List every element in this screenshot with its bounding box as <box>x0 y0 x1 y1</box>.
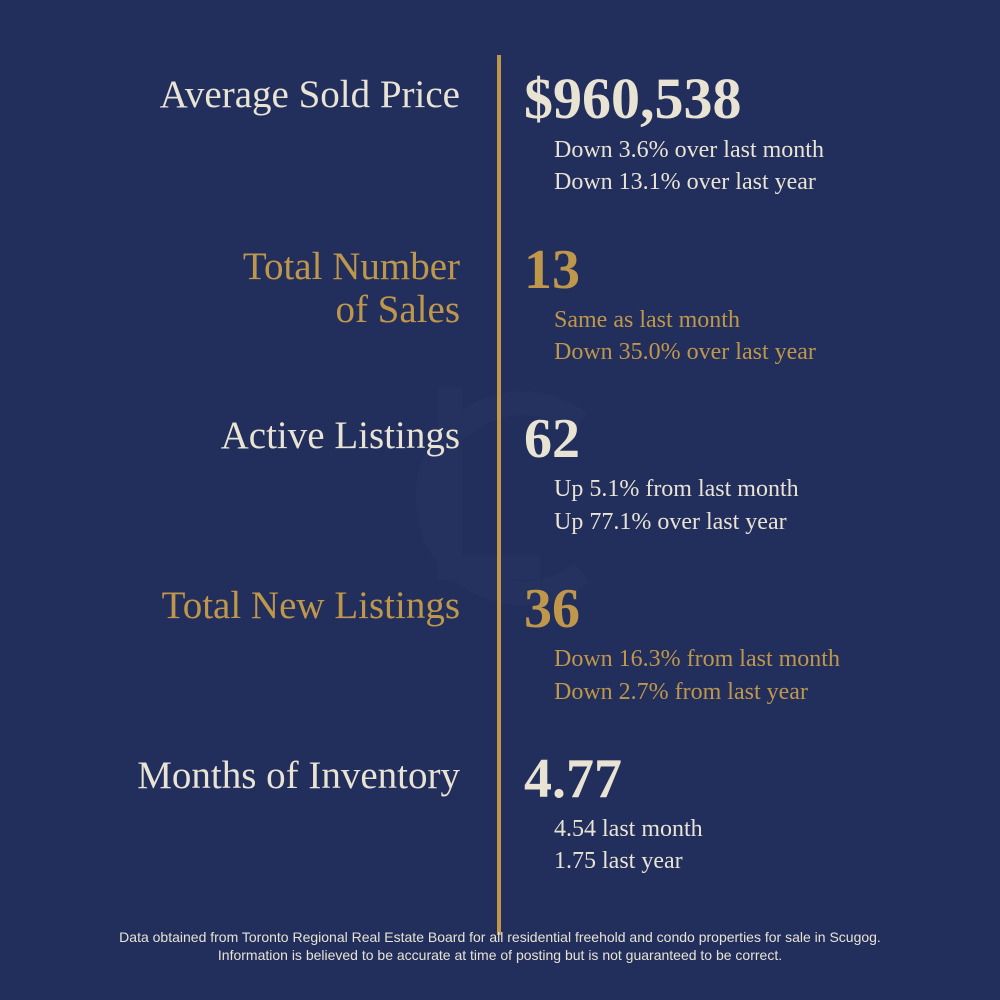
stat-value: 4.77 <box>524 751 950 807</box>
stat-sub2: 1.75 last year <box>524 845 950 877</box>
stat-label: Average Sold Price <box>50 74 460 117</box>
stat-sub2: Down 2.7% from last year <box>524 676 950 708</box>
stat-row: Total New Listings 36 Down 16.3% from la… <box>50 581 950 708</box>
stat-sub2: Down 13.1% over last year <box>524 166 950 198</box>
stat-label: Total New Listings <box>50 585 460 628</box>
stat-row: Average Sold Price $960,538 Down 3.6% ov… <box>50 70 950 199</box>
stat-sub1: Down 16.3% from last month <box>524 643 950 675</box>
stat-sub2: Down 35.0% over last year <box>524 336 950 368</box>
stat-sub1: 4.54 last month <box>524 813 950 845</box>
stat-label: Active Listings <box>50 415 460 458</box>
stat-value: $960,538 <box>524 70 950 128</box>
main-container: Average Sold Price $960,538 Down 3.6% ov… <box>0 0 1000 1000</box>
stat-value: 36 <box>524 581 950 637</box>
stat-label: Total Number of Sales <box>50 246 460 332</box>
stat-row: Total Number of Sales 13 Same as last mo… <box>50 242 950 369</box>
stat-sub1: Same as last month <box>524 304 950 336</box>
stat-value: 62 <box>524 411 950 467</box>
stats-list: Average Sold Price $960,538 Down 3.6% ov… <box>50 70 950 928</box>
stat-label: Months of Inventory <box>50 755 460 798</box>
stat-sub2: Up 77.1% over last year <box>524 506 950 538</box>
footer-line2: Information is believed to be accurate a… <box>90 946 910 964</box>
footer-disclaimer: Data obtained from Toronto Regional Real… <box>50 928 950 970</box>
stat-sub1: Up 5.1% from last month <box>524 473 950 505</box>
stat-row: Months of Inventory 4.77 4.54 last month… <box>50 751 950 878</box>
stat-sub1: Down 3.6% over last month <box>524 134 950 166</box>
stat-value: 13 <box>524 242 950 298</box>
stat-row: Active Listings 62 Up 5.1% from last mon… <box>50 411 950 538</box>
footer-line1: Data obtained from Toronto Regional Real… <box>90 928 910 946</box>
